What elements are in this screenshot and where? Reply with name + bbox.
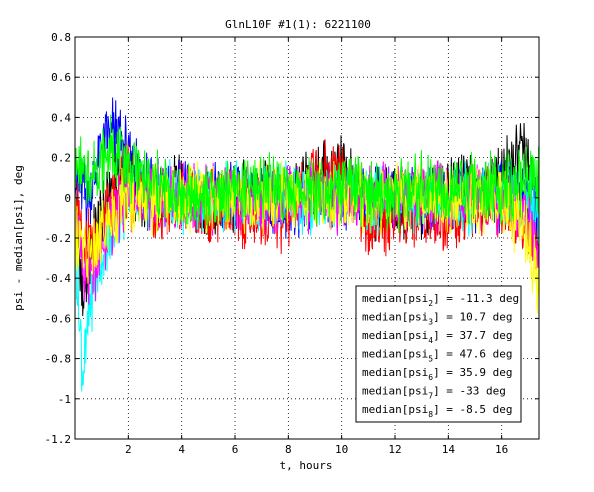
y-tick-label: -0.8 <box>45 353 72 366</box>
y-tick-label: -0.4 <box>45 272 72 285</box>
legend-entry: median[psi8] = -8.5 deg <box>362 403 513 419</box>
y-tick-label: 0.8 <box>51 31 71 44</box>
series-line-7 <box>74 114 540 234</box>
x-tick-label: 12 <box>388 443 401 456</box>
x-tick-label: 8 <box>285 443 292 456</box>
x-tick-label: 10 <box>335 443 348 456</box>
x-tick-label: 14 <box>442 443 456 456</box>
y-tick-label: 0.4 <box>51 111 71 124</box>
y-tick-label: 0 <box>64 192 71 205</box>
chart-title: GlnL10F #1(1): 6221100 <box>225 18 371 31</box>
x-tick-label: 2 <box>125 443 132 456</box>
legend-entry: median[psi6] = 35.9 deg <box>362 366 513 382</box>
series-layer <box>74 97 540 392</box>
legend-entry: median[psi2] = -11.3 deg <box>362 292 519 308</box>
grid <box>75 36 539 440</box>
y-tick-label: -1.2 <box>45 433 72 446</box>
y-axis-label: psi - median[psi], deg <box>12 165 25 311</box>
ticks: 2 4 6 8 10 12 14 16 -1.2 -1 -0.8 -0.6 -0.4 -0.2 0 0.2 0.… <box>45 31 539 456</box>
series-line-6 <box>74 160 540 314</box>
legend-box <box>355 285 522 423</box>
y-tick-label: -1 <box>58 393 71 406</box>
y-tick-label: -0.2 <box>45 232 72 245</box>
legend-entry: median[psi7] = -33 deg <box>362 385 506 401</box>
x-tick-label: 4 <box>178 443 185 456</box>
legend-entry: median[psi3] = 10.7 deg <box>362 311 513 327</box>
legend-entry: median[psi5] = 47.6 deg <box>362 348 513 364</box>
legend-entry: median[psi4] = 37.7 deg <box>362 329 513 345</box>
y-tick-label: 0.2 <box>51 152 71 165</box>
x-tick-label: 16 <box>495 443 508 456</box>
x-tick-label: 6 <box>232 443 239 456</box>
y-tick-label: 0.6 <box>51 71 71 84</box>
y-tick-label: -0.6 <box>45 312 72 325</box>
legend: median[psi2] = -11.3 deg median[psi3] = 1… <box>355 285 522 423</box>
x-axis-label: t, hours <box>280 459 333 472</box>
